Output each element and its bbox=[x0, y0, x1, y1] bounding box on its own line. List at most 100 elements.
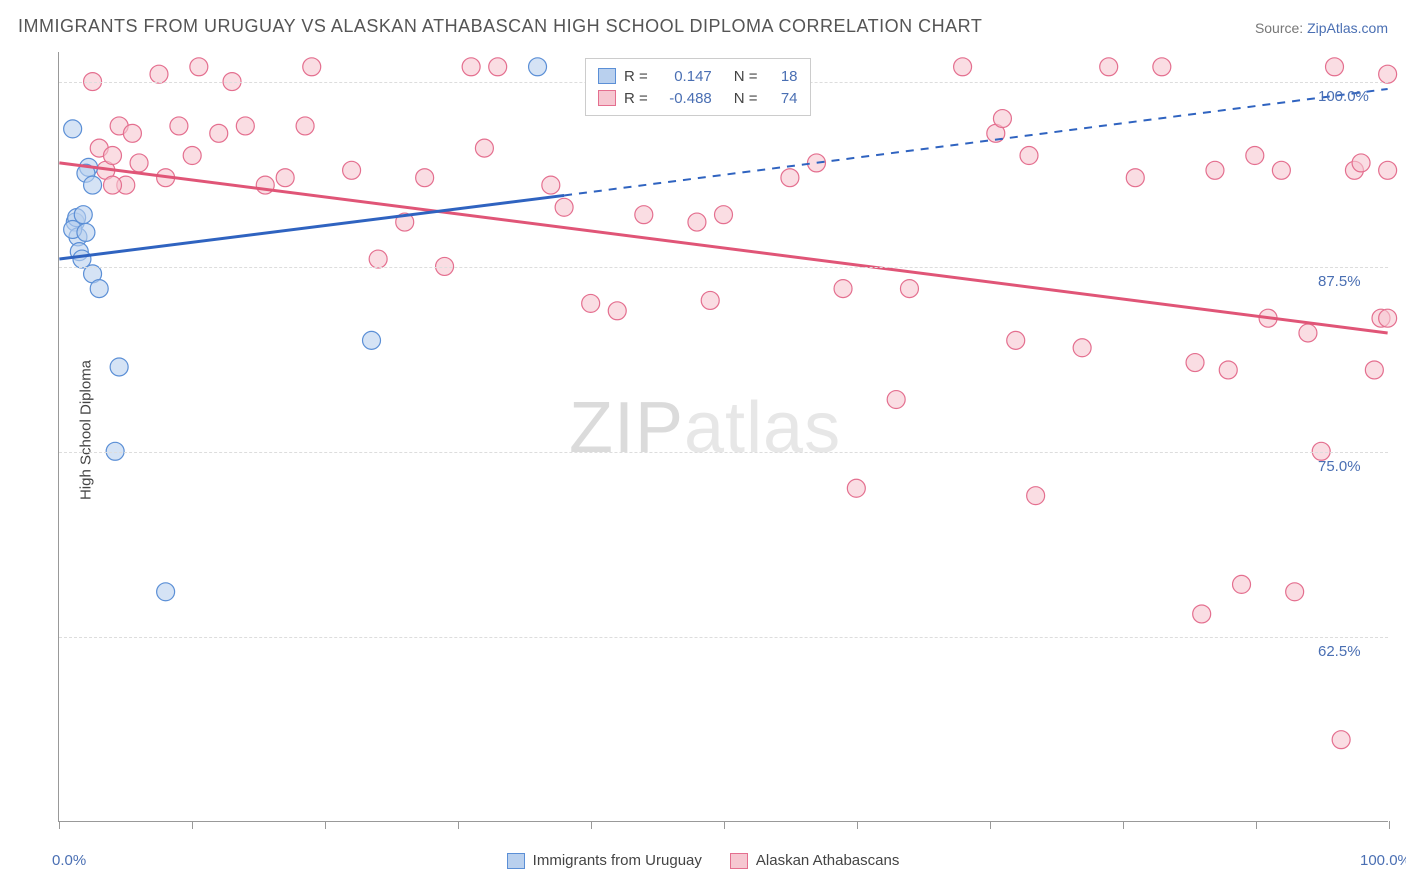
scatter-point-b bbox=[1233, 575, 1251, 593]
series-legend-label: Alaskan Athabascans bbox=[756, 852, 899, 869]
scatter-point-b bbox=[1027, 487, 1045, 505]
scatter-point-b bbox=[542, 176, 560, 194]
scatter-point-b bbox=[781, 169, 799, 187]
source-attribution: Source: ZipAtlas.com bbox=[1255, 20, 1388, 36]
scatter-point-b bbox=[900, 280, 918, 298]
scatter-point-b bbox=[1299, 324, 1317, 342]
scatter-point-b bbox=[489, 58, 507, 76]
x-tick bbox=[724, 821, 725, 829]
scatter-point-a bbox=[64, 120, 82, 138]
legend-swatch bbox=[598, 68, 616, 84]
scatter-point-b bbox=[104, 147, 122, 165]
legend-r-label: R = bbox=[624, 68, 648, 85]
scatter-point-b bbox=[104, 176, 122, 194]
y-tick-label: 100.0% bbox=[1318, 88, 1369, 105]
scatter-point-b bbox=[1326, 58, 1344, 76]
scatter-point-b bbox=[343, 161, 361, 179]
chart-title: IMMIGRANTS FROM URUGUAY VS ALASKAN ATHAB… bbox=[18, 16, 982, 37]
legend-swatch bbox=[730, 853, 748, 869]
scatter-point-b bbox=[475, 139, 493, 157]
legend-r-value: 0.147 bbox=[660, 68, 712, 85]
x-tick bbox=[1389, 821, 1390, 829]
scatter-point-b bbox=[1007, 331, 1025, 349]
scatter-point-b bbox=[1379, 65, 1397, 83]
legend-swatch bbox=[507, 853, 525, 869]
y-tick-label: 62.5% bbox=[1318, 643, 1361, 660]
scatter-point-b bbox=[1100, 58, 1118, 76]
plot-area: ZIPatlas bbox=[58, 52, 1388, 822]
scatter-point-b bbox=[1219, 361, 1237, 379]
scatter-point-a bbox=[529, 58, 547, 76]
x-tick bbox=[458, 821, 459, 829]
legend-n-label: N = bbox=[734, 90, 758, 107]
legend-swatch bbox=[598, 90, 616, 106]
scatter-point-b bbox=[1365, 361, 1383, 379]
series-legend-item: Immigrants from Uruguay bbox=[507, 852, 702, 869]
scatter-point-b bbox=[150, 65, 168, 83]
series-legend-item: Alaskan Athabascans bbox=[730, 852, 899, 869]
scatter-point-b bbox=[296, 117, 314, 135]
source-link[interactable]: ZipAtlas.com bbox=[1307, 20, 1388, 36]
scatter-point-a bbox=[110, 358, 128, 376]
source-prefix: Source: bbox=[1255, 20, 1307, 36]
scatter-point-b bbox=[608, 302, 626, 320]
scatter-point-b bbox=[210, 124, 228, 142]
scatter-point-b bbox=[1073, 339, 1091, 357]
scatter-point-b bbox=[635, 206, 653, 224]
scatter-point-b bbox=[1246, 147, 1264, 165]
scatter-point-b bbox=[1272, 161, 1290, 179]
x-tick bbox=[192, 821, 193, 829]
scatter-point-b bbox=[1193, 605, 1211, 623]
scatter-point-b bbox=[1020, 147, 1038, 165]
x-tick bbox=[59, 821, 60, 829]
gridline bbox=[59, 267, 1388, 268]
scatter-point-b bbox=[555, 198, 573, 216]
x-tick bbox=[1256, 821, 1257, 829]
correlation-chart: IMMIGRANTS FROM URUGUAY VS ALASKAN ATHAB… bbox=[0, 0, 1406, 892]
scatter-point-b bbox=[1126, 169, 1144, 187]
scatter-point-b bbox=[462, 58, 480, 76]
stats-legend-row: R =-0.488N =74 bbox=[598, 87, 798, 109]
x-tick bbox=[591, 821, 592, 829]
x-tick bbox=[990, 821, 991, 829]
scatter-point-b bbox=[130, 154, 148, 172]
stats-legend: R = 0.147 N = 18R = -0.488 N = 74 bbox=[585, 58, 811, 116]
scatter-point-b bbox=[1286, 583, 1304, 601]
scatter-point-a bbox=[77, 223, 95, 241]
scatter-point-a bbox=[363, 331, 381, 349]
scatter-point-b bbox=[236, 117, 254, 135]
x-tick bbox=[325, 821, 326, 829]
series-legend-label: Immigrants from Uruguay bbox=[533, 852, 702, 869]
scatter-point-b bbox=[1153, 58, 1171, 76]
legend-n-value: 18 bbox=[770, 68, 798, 85]
y-tick-label: 75.0% bbox=[1318, 458, 1361, 475]
legend-r-value: -0.488 bbox=[660, 90, 712, 107]
scatter-point-b bbox=[416, 169, 434, 187]
stats-legend-row: R = 0.147 N = 18 bbox=[598, 65, 798, 87]
scatter-point-b bbox=[715, 206, 733, 224]
scatter-point-b bbox=[303, 58, 321, 76]
x-tick bbox=[1123, 821, 1124, 829]
scatter-point-b bbox=[1206, 161, 1224, 179]
series-legend: Immigrants from Uruguay Alaskan Athabasca… bbox=[0, 852, 1406, 869]
chart-svg bbox=[59, 52, 1388, 821]
legend-n-value: 74 bbox=[770, 90, 798, 107]
scatter-point-b bbox=[954, 58, 972, 76]
y-tick-label: 87.5% bbox=[1318, 273, 1361, 290]
scatter-point-b bbox=[887, 391, 905, 409]
scatter-point-b bbox=[190, 58, 208, 76]
scatter-point-b bbox=[183, 147, 201, 165]
scatter-point-b bbox=[1379, 161, 1397, 179]
scatter-point-b bbox=[582, 294, 600, 312]
scatter-point-b bbox=[369, 250, 387, 268]
gridline bbox=[59, 452, 1388, 453]
scatter-point-b bbox=[1332, 731, 1350, 749]
legend-n-label: N = bbox=[734, 68, 758, 85]
scatter-point-b bbox=[701, 291, 719, 309]
trend-line-a-solid bbox=[59, 195, 564, 259]
scatter-point-b bbox=[688, 213, 706, 231]
scatter-point-b bbox=[847, 479, 865, 497]
trend-line-b bbox=[59, 163, 1387, 333]
scatter-point-b bbox=[1352, 154, 1370, 172]
scatter-point-b bbox=[993, 110, 1011, 128]
